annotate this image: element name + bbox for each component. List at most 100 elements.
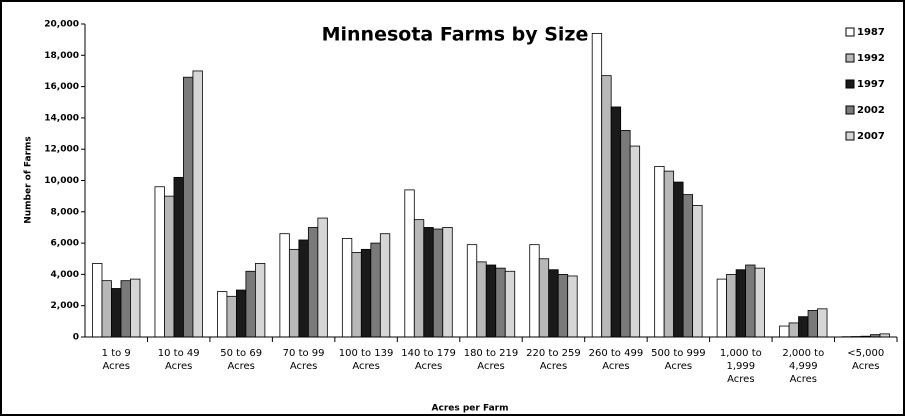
legend-label: 1987 bbox=[857, 27, 885, 38]
bar bbox=[317, 217, 328, 338]
bar bbox=[529, 244, 540, 338]
y-tick-label: 18,000 bbox=[44, 51, 79, 61]
legend-label: 2007 bbox=[857, 131, 885, 142]
bar bbox=[495, 267, 506, 338]
bar bbox=[610, 106, 622, 338]
bar bbox=[183, 76, 194, 338]
bar bbox=[591, 32, 603, 338]
bar bbox=[111, 288, 122, 338]
y-tick-label: 6,000 bbox=[51, 239, 79, 249]
bar bbox=[538, 258, 550, 338]
bar bbox=[567, 275, 578, 338]
bar bbox=[735, 269, 746, 338]
x-tick-label: 1 to 9 Acres bbox=[101, 348, 131, 372]
bar bbox=[779, 325, 790, 338]
bar bbox=[120, 280, 131, 338]
bar bbox=[466, 244, 478, 338]
bar bbox=[754, 267, 765, 338]
bar bbox=[245, 270, 256, 338]
bar bbox=[726, 273, 737, 338]
x-axis-label: Acres per Farm bbox=[432, 404, 509, 414]
y-tick-label: 16,000 bbox=[44, 82, 79, 92]
bar bbox=[298, 239, 309, 338]
bar bbox=[413, 219, 425, 338]
x-tick-label: 220 to 259 Acres bbox=[526, 348, 581, 372]
y-tick-label: 0 bbox=[73, 333, 79, 343]
y-tick-label: 20,000 bbox=[44, 20, 79, 30]
bar bbox=[341, 238, 353, 338]
legend-swatch bbox=[845, 79, 855, 89]
bar bbox=[673, 181, 684, 338]
bar bbox=[226, 295, 237, 338]
bar bbox=[130, 278, 141, 338]
x-tick-label: 140 to 179 Acres bbox=[401, 348, 456, 372]
x-tick-label: 500 to 999 Acres bbox=[651, 348, 706, 372]
bar bbox=[423, 227, 434, 338]
legend-swatch bbox=[845, 131, 855, 141]
bar bbox=[164, 195, 175, 338]
bar bbox=[101, 280, 112, 338]
bar bbox=[476, 261, 487, 338]
bar bbox=[601, 75, 612, 338]
bar bbox=[807, 309, 818, 338]
bar bbox=[217, 291, 228, 338]
bar bbox=[351, 252, 362, 338]
y-tick-label: 4,000 bbox=[51, 270, 79, 280]
x-tick-label: 70 to 99 Acres bbox=[282, 348, 325, 372]
bar bbox=[504, 270, 516, 338]
x-tick-label: 180 to 219 Acres bbox=[463, 348, 519, 372]
x-tick-label: 50 to 69 Acres bbox=[220, 348, 263, 372]
bar bbox=[788, 322, 799, 338]
bar bbox=[254, 263, 266, 338]
bar bbox=[236, 289, 247, 338]
bar bbox=[798, 316, 809, 338]
bar bbox=[620, 130, 631, 338]
y-tick-label: 14,000 bbox=[44, 113, 79, 123]
legend-swatch bbox=[845, 27, 855, 37]
x-tick-label: 2,000 to 4,999 Acres bbox=[782, 348, 825, 385]
bar bbox=[682, 194, 694, 338]
bar bbox=[745, 264, 756, 338]
y-tick-label: 2,000 bbox=[51, 301, 79, 311]
bar bbox=[629, 145, 641, 338]
bar bbox=[654, 166, 665, 338]
bar bbox=[442, 227, 453, 338]
bar bbox=[716, 278, 728, 338]
legend-label: 1997 bbox=[857, 79, 885, 90]
bar bbox=[485, 264, 497, 338]
y-axis-label: Number of Farms bbox=[24, 136, 34, 224]
y-tick-label: 12,000 bbox=[44, 145, 79, 155]
chart-title: Minnesota Farms by Size bbox=[322, 24, 589, 46]
bar bbox=[288, 248, 300, 338]
legend-label: 2002 bbox=[857, 105, 885, 116]
x-tick-label: 10 to 49 Acres bbox=[157, 348, 200, 372]
bar bbox=[92, 263, 103, 338]
x-tick-label: 260 to 499 Acres bbox=[588, 348, 644, 372]
legend-swatch bbox=[845, 105, 855, 115]
x-tick-label: <5,000 Acres bbox=[847, 348, 885, 372]
x-tick-label: 1,000 to 1,999 Acres bbox=[719, 348, 762, 385]
bar bbox=[432, 228, 444, 338]
bar bbox=[360, 248, 372, 338]
bar bbox=[557, 273, 569, 338]
bar bbox=[692, 205, 703, 338]
bar bbox=[548, 269, 559, 338]
y-tick-label: 8,000 bbox=[51, 207, 79, 217]
x-tick-label: 100 to 139 Acres bbox=[338, 348, 394, 372]
bar bbox=[404, 189, 415, 338]
bar bbox=[663, 170, 675, 338]
legend-swatch bbox=[845, 53, 855, 63]
legend-label: 1992 bbox=[857, 53, 885, 64]
bar bbox=[307, 227, 319, 338]
bar bbox=[817, 308, 828, 338]
bar bbox=[379, 233, 391, 338]
y-tick-label: 10,000 bbox=[44, 176, 79, 186]
bar bbox=[370, 242, 381, 338]
bar bbox=[192, 70, 203, 338]
bar bbox=[154, 186, 165, 338]
bar bbox=[173, 176, 184, 338]
bar bbox=[279, 233, 290, 338]
